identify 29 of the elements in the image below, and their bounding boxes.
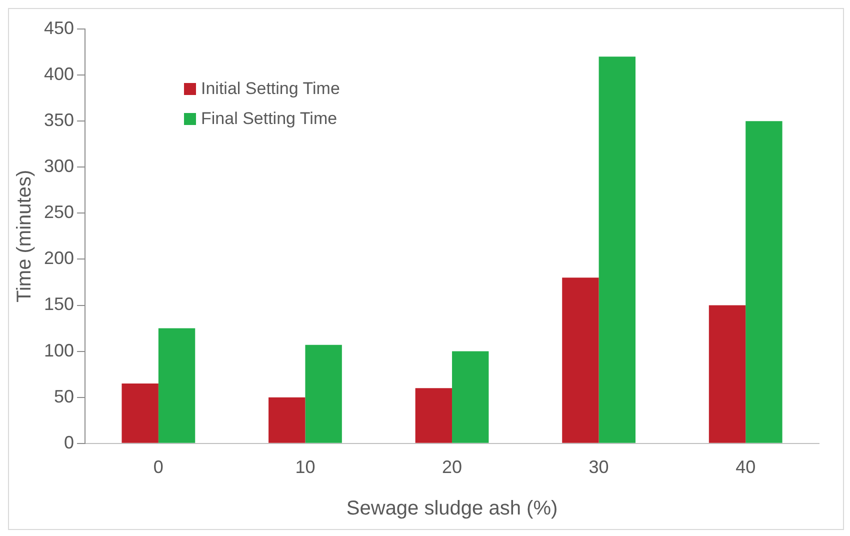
bar — [562, 278, 599, 443]
y-tick-label: 350 — [44, 110, 74, 130]
x-tick-label: 40 — [736, 457, 756, 478]
x-axis-title: Sewage sludge ash (%) — [346, 498, 558, 520]
y-tick-label: 50 — [54, 386, 74, 406]
y-tick-label: 250 — [44, 202, 74, 222]
y-tick-label: 100 — [44, 340, 74, 360]
y-tick-label: 0 — [64, 432, 74, 452]
bar — [415, 388, 452, 443]
legend-label: Initial Setting Time — [201, 79, 340, 99]
x-tick-label: 0 — [153, 457, 164, 478]
x-tick-label: 10 — [295, 457, 316, 478]
bar — [268, 397, 306, 443]
bar — [305, 344, 342, 443]
bar — [452, 351, 489, 443]
y-tick-label: 150 — [44, 294, 74, 314]
x-tick-label: 20 — [442, 457, 462, 478]
y-tick-label: 450 — [44, 18, 74, 38]
bar — [122, 384, 158, 443]
bar — [158, 328, 196, 443]
bar — [598, 56, 636, 443]
bar — [746, 121, 782, 443]
y-tick-label: 300 — [44, 156, 74, 176]
legend-label: Final Setting Time — [201, 109, 338, 129]
y-axis-title: Time (minutes) — [14, 170, 36, 303]
x-tick-label: 30 — [588, 457, 609, 478]
bar — [708, 305, 746, 443]
y-tick-label: 400 — [44, 64, 74, 84]
y-tick-label: 200 — [44, 248, 74, 268]
